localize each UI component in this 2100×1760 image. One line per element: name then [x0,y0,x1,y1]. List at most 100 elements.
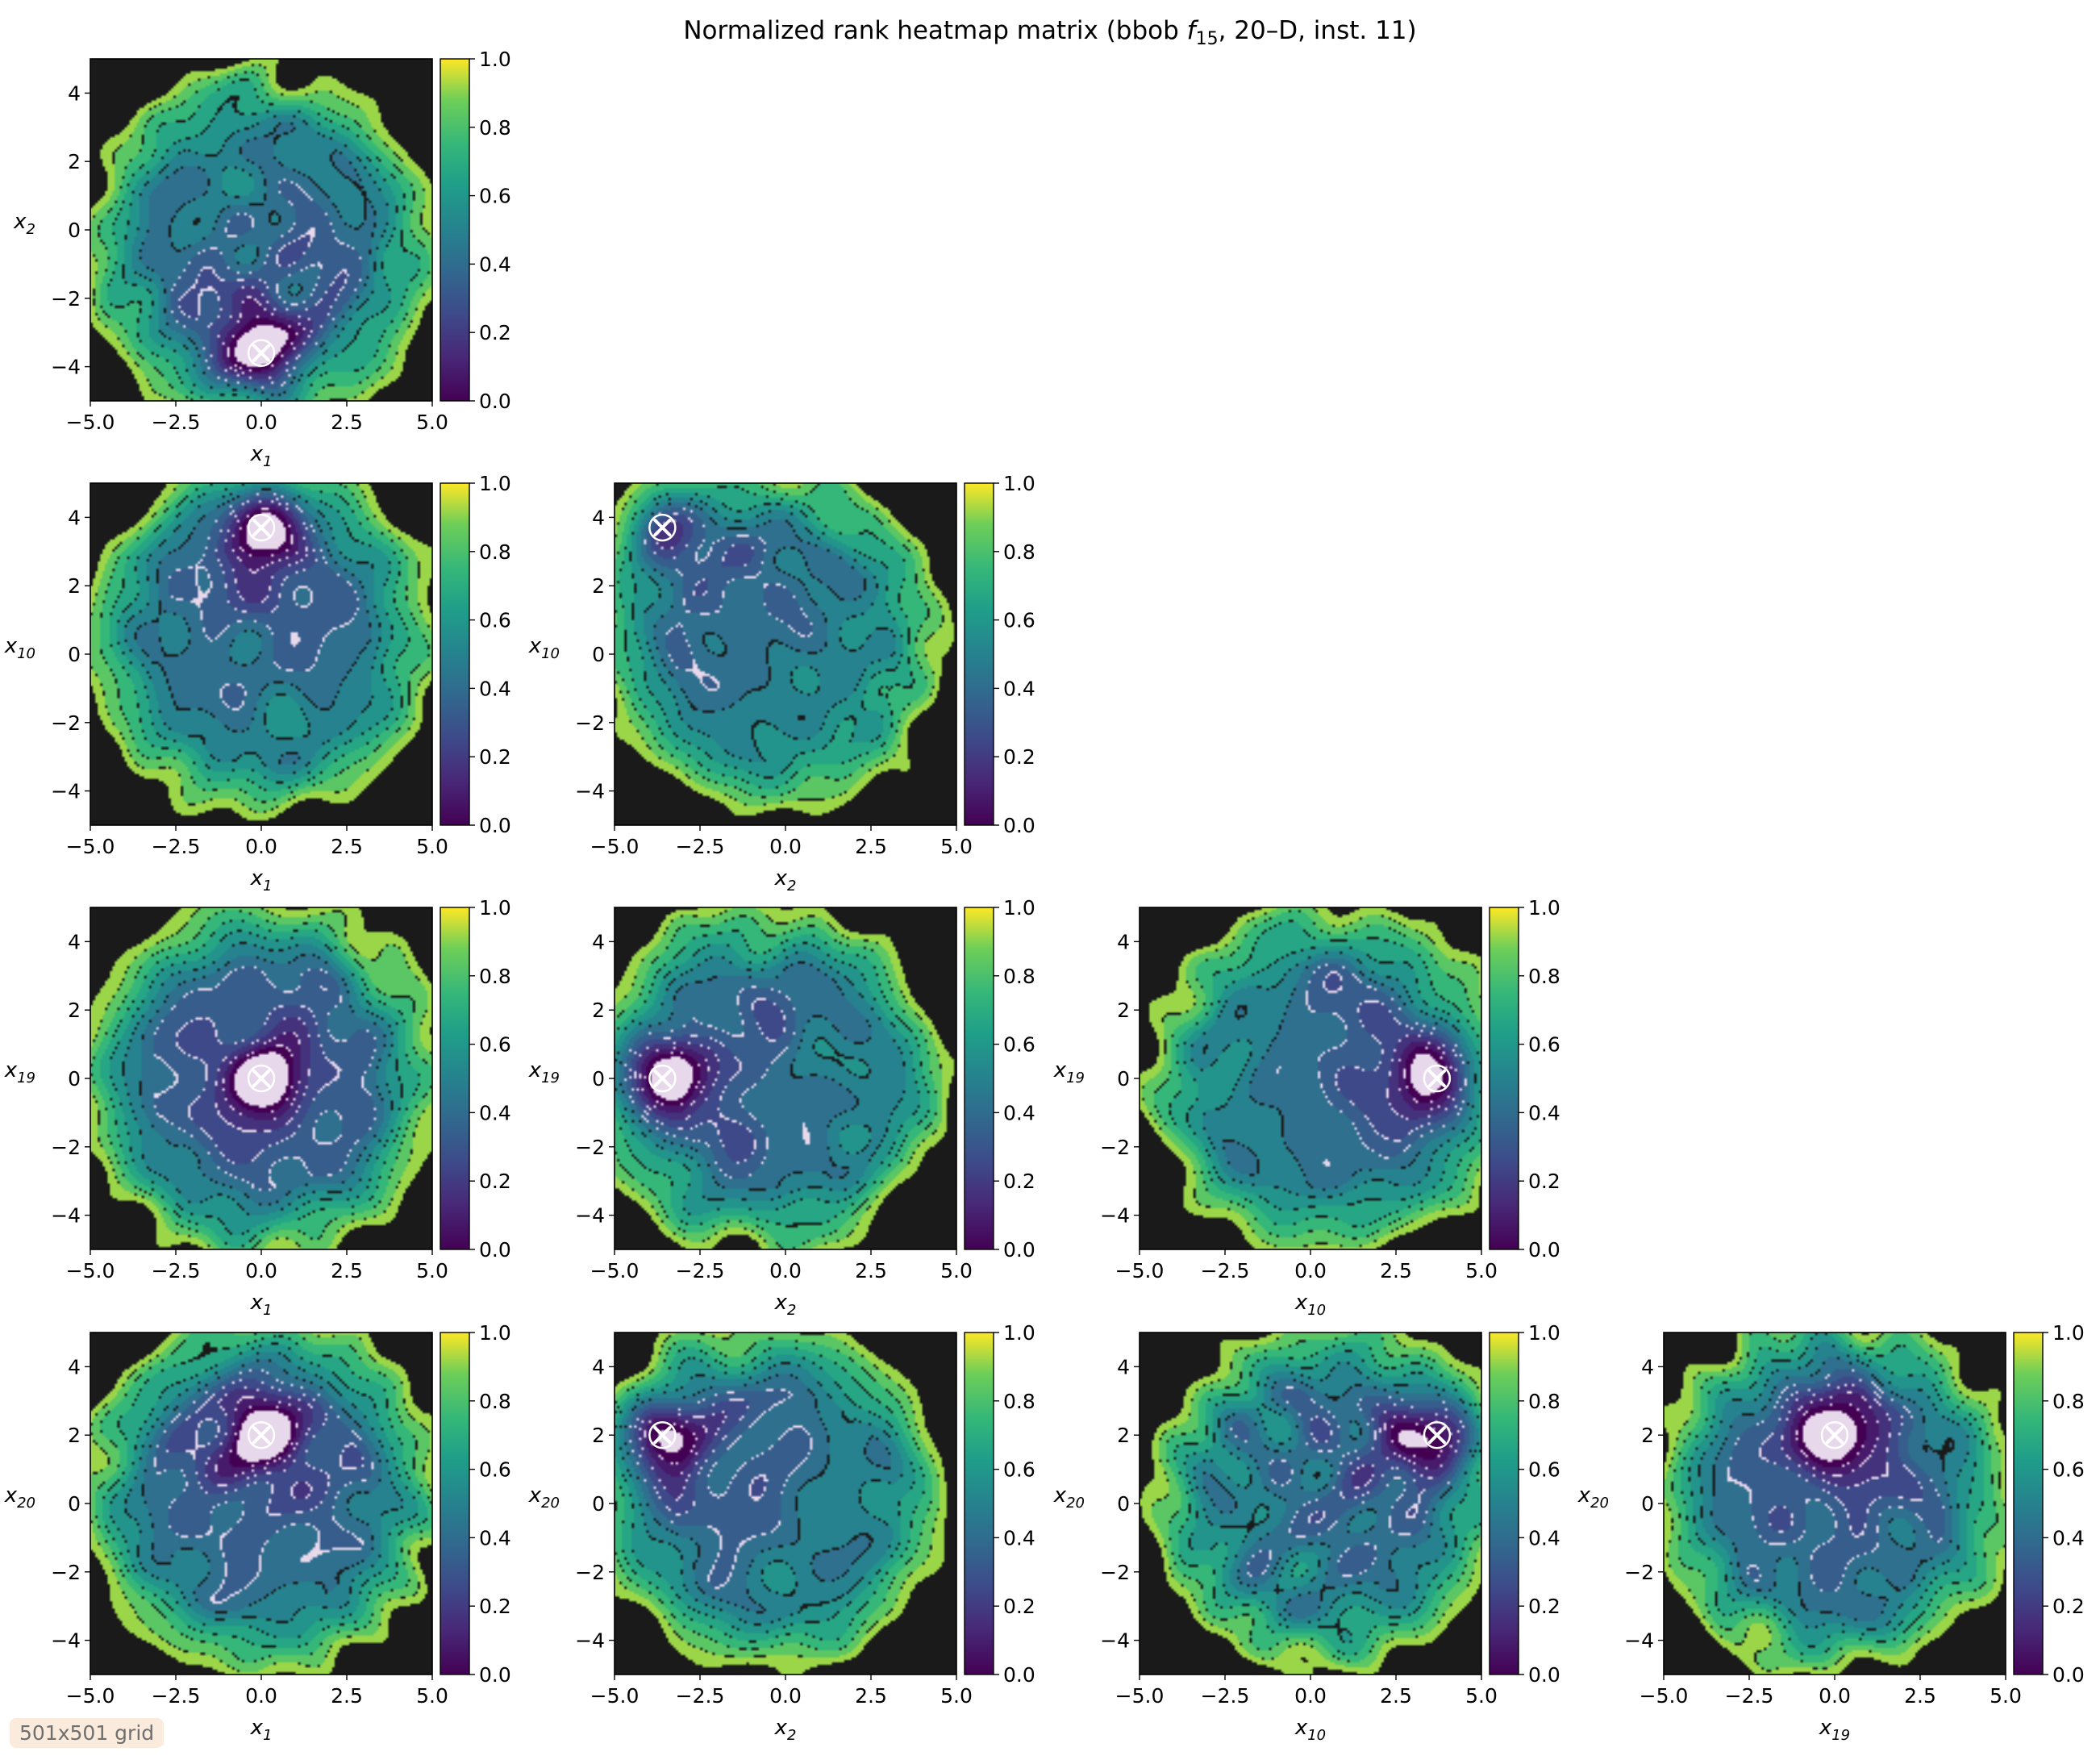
optimum-marker [648,513,677,542]
heatmap-panel: −5.0 −2.5 0.0 2.5 5.0−4−2024x1x100.00.20.40.… [4,472,511,895]
x-axis-label: x1 [250,1291,273,1319]
colorbar-tick-label: 0.2 [2052,1595,2085,1618]
y-tick-label: −4 [575,1204,605,1228]
title-suffix: , 20–D, inst. 11) [1219,16,1417,45]
heatmap-panel: −5.0 −2.5 0.0 2.5 5.0−4−2024x19x200.00.20.40… [1577,1321,2085,1744]
y-tick-label: −2 [51,1136,81,1159]
x-tick-label: 5.0 [940,1259,973,1282]
y-tick-label: 0 [592,1067,605,1091]
colorbar-tick-label: 0.0 [1003,814,1035,837]
x-tick-label: −5.0 [66,835,115,858]
y-tick-label: 4 [592,930,605,953]
x-tick-label: 5.0 [940,835,973,858]
optimum-marker [247,339,276,367]
x-axis-label: x1 [250,1716,273,1744]
x-tick-label: −5.0 [1115,1259,1165,1282]
y-tick-label: 4 [68,81,81,105]
y-tick-label: −4 [1624,1629,1654,1653]
heatmap-image [90,1333,432,1675]
heatmap-panel: −5.0 −2.5 0.0 2.5 5.0−4−2024x2x200.00.20.40.… [528,1321,1035,1744]
x-axis-label: x19 [1819,1716,1850,1744]
y-tick-label: −2 [1624,1561,1654,1584]
heatmap-image [1140,907,1481,1249]
optimum-marker [1423,1420,1452,1449]
x-tick-label: −5.0 [66,411,115,434]
y-tick-label: 0 [592,643,605,666]
y-tick-label: 4 [592,1355,605,1378]
colorbar-tick-label: 0.8 [1528,1390,1560,1413]
y-tick-label: 0 [1117,1492,1130,1516]
optimum-marker [247,1420,276,1449]
optimum-marker [247,1064,276,1093]
y-tick-label: 4 [592,506,605,529]
x-tick-label: 2.5 [331,411,363,434]
optimum-marker [1423,1064,1452,1093]
colorbar-tick-label: 0.4 [1528,1526,1560,1549]
colorbar-tick-label: 0.2 [479,745,511,769]
colorbar-tick-label: 0.0 [1003,1663,1035,1687]
colorbar-tick-label: 1.0 [1528,896,1560,920]
y-tick-label: 4 [68,1355,81,1378]
colorbar-tick-label: 0.0 [479,1238,511,1262]
x-tick-label: 5.0 [1990,1684,2022,1708]
y-tick-label: 2 [1641,1424,1654,1447]
colorbar-tick-label: 0.0 [1528,1663,1560,1687]
x-tick-label: −5.0 [590,1259,640,1282]
colorbar-tick-label: 0.4 [1528,1101,1560,1124]
x-tick-label: 2.5 [855,1684,887,1708]
x-tick-label: 2.5 [331,1684,363,1708]
y-tick-label: −2 [1100,1136,1130,1159]
y-tick-label: 2 [68,1424,81,1447]
colorbar: 0.0 0.2 0.4 0.6 0.8 1.0 [440,472,511,837]
colorbar-tick-label: 0.8 [479,540,511,564]
colorbar: 0.0 0.2 0.4 0.6 0.8 1.0 [440,1321,511,1687]
y-tick-label: 0 [1641,1492,1654,1516]
y-tick-label: 0 [68,1492,81,1516]
y-tick-label: 4 [1117,1355,1130,1378]
y-tick-label: 4 [1641,1355,1654,1378]
colorbar-tick-label: 0.6 [479,609,511,632]
colorbar-tick-label: 0.6 [479,1033,511,1057]
colorbar-gradient [440,482,470,826]
title-function-subscript: 15 [1196,29,1219,49]
y-tick-label: 0 [1117,1067,1130,1091]
x-tick-label: −5.0 [66,1684,115,1708]
colorbar-tick-label: 0.0 [1003,1238,1035,1262]
x-tick-label: −2.5 [152,1684,201,1708]
colorbar-tick-label: 0.8 [1528,965,1560,988]
heatmap-image [90,483,432,825]
y-tick-label: 2 [68,150,81,173]
x-axis-label: x1 [250,442,273,470]
x-tick-label: −2.5 [1725,1684,1774,1708]
colorbar-tick-label: 0.4 [479,677,511,700]
y-tick-label: −4 [51,356,81,379]
heatmap-image [615,1333,956,1675]
colorbar-tick-label: 0.6 [2052,1458,2085,1482]
x-tick-label: 2.5 [1904,1684,1936,1708]
x-tick-label: 5.0 [416,1684,448,1708]
colorbar-tick-label: 1.0 [2052,1321,2085,1345]
y-tick-label: 0 [592,1492,605,1516]
colorbar: 0.0 0.2 0.4 0.6 0.8 1.0 [964,472,1035,837]
colorbar-tick-label: 0.2 [479,321,511,344]
x-tick-label: 2.5 [1380,1684,1412,1708]
y-axis-label: x19 [528,1058,560,1086]
colorbar-tick-label: 0.8 [1003,965,1035,988]
colorbar-gradient [1489,1332,1519,1675]
colorbar-gradient [964,1332,994,1675]
colorbar: 0.0 0.2 0.4 0.6 0.8 1.0 [964,1321,1035,1687]
x-tick-label: 2.5 [331,1259,363,1282]
optimum-marker [648,1420,677,1449]
y-tick-label: 2 [1117,1424,1130,1447]
colorbar-tick-label: 0.6 [479,1458,511,1482]
optimum-marker [1820,1420,1849,1449]
colorbar-tick-label: 0.6 [1003,609,1035,632]
x-tick-label: 0.0 [245,1259,277,1282]
colorbar-gradient [964,907,994,1250]
x-tick-label: −5.0 [590,835,640,858]
y-tick-label: −4 [1100,1629,1130,1653]
heatmap-panel: −5.0 −2.5 0.0 2.5 5.0−4−2024x2x100.00.20.40.… [528,472,1035,895]
y-tick-label: −4 [575,1629,605,1653]
y-tick-label: 2 [68,999,81,1022]
colorbar-tick-label: 0.0 [479,390,511,413]
